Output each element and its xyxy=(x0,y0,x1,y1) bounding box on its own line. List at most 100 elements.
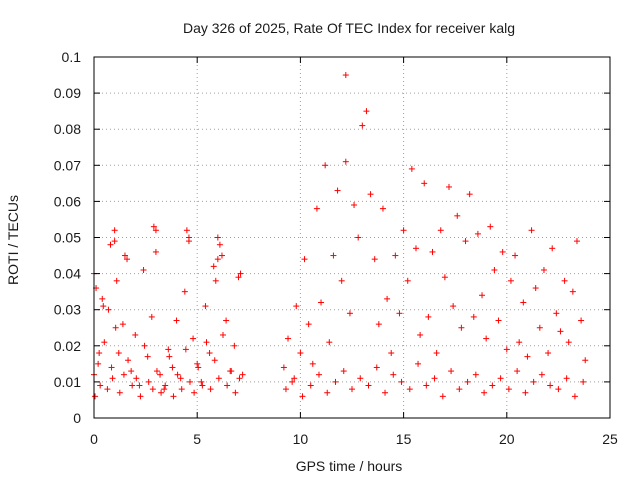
data-point xyxy=(181,288,188,295)
data-point xyxy=(125,357,132,364)
data-point xyxy=(429,248,436,255)
data-point xyxy=(235,274,242,281)
data-point xyxy=(152,227,159,234)
data-point xyxy=(206,350,213,357)
data-point xyxy=(195,364,202,371)
data-point xyxy=(108,364,115,371)
data-point xyxy=(396,310,403,317)
y-tick-label: 0.1 xyxy=(62,49,82,65)
y-tick-label: 0.06 xyxy=(54,193,81,209)
data-point xyxy=(524,353,531,360)
y-axis-ticks: 0 0.01 0.02 0.03 0.04 0.05 0.06 0.07 0.08 0.09 0.1 xyxy=(54,49,610,426)
data-point xyxy=(111,227,118,234)
data-point xyxy=(173,317,180,324)
data-point xyxy=(129,382,136,389)
y-tick-label: 0.07 xyxy=(54,157,81,173)
data-point xyxy=(495,317,502,324)
x-tick-label: 15 xyxy=(396,431,412,447)
data-point xyxy=(140,266,147,273)
data-point xyxy=(507,277,514,284)
data-point xyxy=(101,339,108,346)
data-point xyxy=(340,368,347,375)
data-point xyxy=(137,393,144,400)
data-point xyxy=(382,389,389,396)
data-point xyxy=(315,371,322,378)
data-point xyxy=(528,227,535,234)
data-point xyxy=(474,230,481,237)
data-point xyxy=(152,248,159,255)
data-point xyxy=(450,303,457,310)
data-point xyxy=(104,386,111,393)
data-point xyxy=(470,313,477,320)
data-point xyxy=(390,371,397,378)
data-point xyxy=(571,393,578,400)
data-points xyxy=(91,72,589,400)
data-point xyxy=(165,346,172,353)
data-point xyxy=(174,371,181,378)
data-point xyxy=(553,310,560,317)
data-point xyxy=(218,252,225,259)
data-point xyxy=(183,227,190,234)
data-point xyxy=(119,321,126,328)
data-point xyxy=(144,353,151,360)
data-point xyxy=(392,252,399,259)
data-point xyxy=(149,386,156,393)
data-point xyxy=(120,371,127,378)
x-tick-label: 0 xyxy=(90,431,98,447)
data-point xyxy=(214,256,221,263)
data-point xyxy=(454,212,461,219)
data-point xyxy=(565,339,572,346)
data-point xyxy=(198,378,205,385)
data-point xyxy=(338,277,345,284)
data-point xyxy=(437,227,444,234)
plot-frame xyxy=(93,56,611,419)
data-point xyxy=(342,72,349,79)
data-point xyxy=(223,317,230,324)
data-point xyxy=(186,378,193,385)
data-point xyxy=(96,350,103,357)
data-point xyxy=(299,393,306,400)
data-point xyxy=(107,241,114,248)
data-point xyxy=(289,378,296,385)
data-point xyxy=(532,285,539,292)
data-point xyxy=(224,382,231,389)
data-point xyxy=(178,386,185,393)
y-axis-label: ROTI / TECUs xyxy=(5,195,21,285)
data-point xyxy=(199,382,206,389)
data-point xyxy=(371,256,378,263)
data-point xyxy=(483,335,490,342)
data-point xyxy=(185,234,192,241)
data-point xyxy=(578,317,585,324)
data-point xyxy=(111,238,118,245)
data-point xyxy=(177,375,184,382)
data-point xyxy=(121,252,128,259)
grid-lines xyxy=(94,57,610,418)
data-point xyxy=(351,202,358,209)
x-tick-label: 10 xyxy=(293,431,309,447)
data-point xyxy=(161,386,168,393)
x-tick-label: 25 xyxy=(602,431,618,447)
data-point xyxy=(538,371,545,378)
x-axis-ticks: 0 5 10 15 20 25 xyxy=(90,57,618,447)
data-point xyxy=(210,263,217,270)
data-point xyxy=(128,368,135,375)
data-point xyxy=(563,375,570,382)
data-point xyxy=(406,386,413,393)
data-point xyxy=(136,382,143,389)
data-point xyxy=(133,375,140,382)
data-point xyxy=(412,245,419,252)
data-point xyxy=(307,382,314,389)
data-point xyxy=(489,382,496,389)
data-point xyxy=(379,205,386,212)
data-point xyxy=(293,303,300,310)
data-point xyxy=(236,375,243,382)
data-point xyxy=(211,357,218,364)
data-point xyxy=(301,256,308,263)
data-point xyxy=(522,389,529,396)
data-point xyxy=(516,339,523,346)
data-point xyxy=(439,393,446,400)
data-point xyxy=(215,375,222,382)
data-point xyxy=(124,256,131,263)
